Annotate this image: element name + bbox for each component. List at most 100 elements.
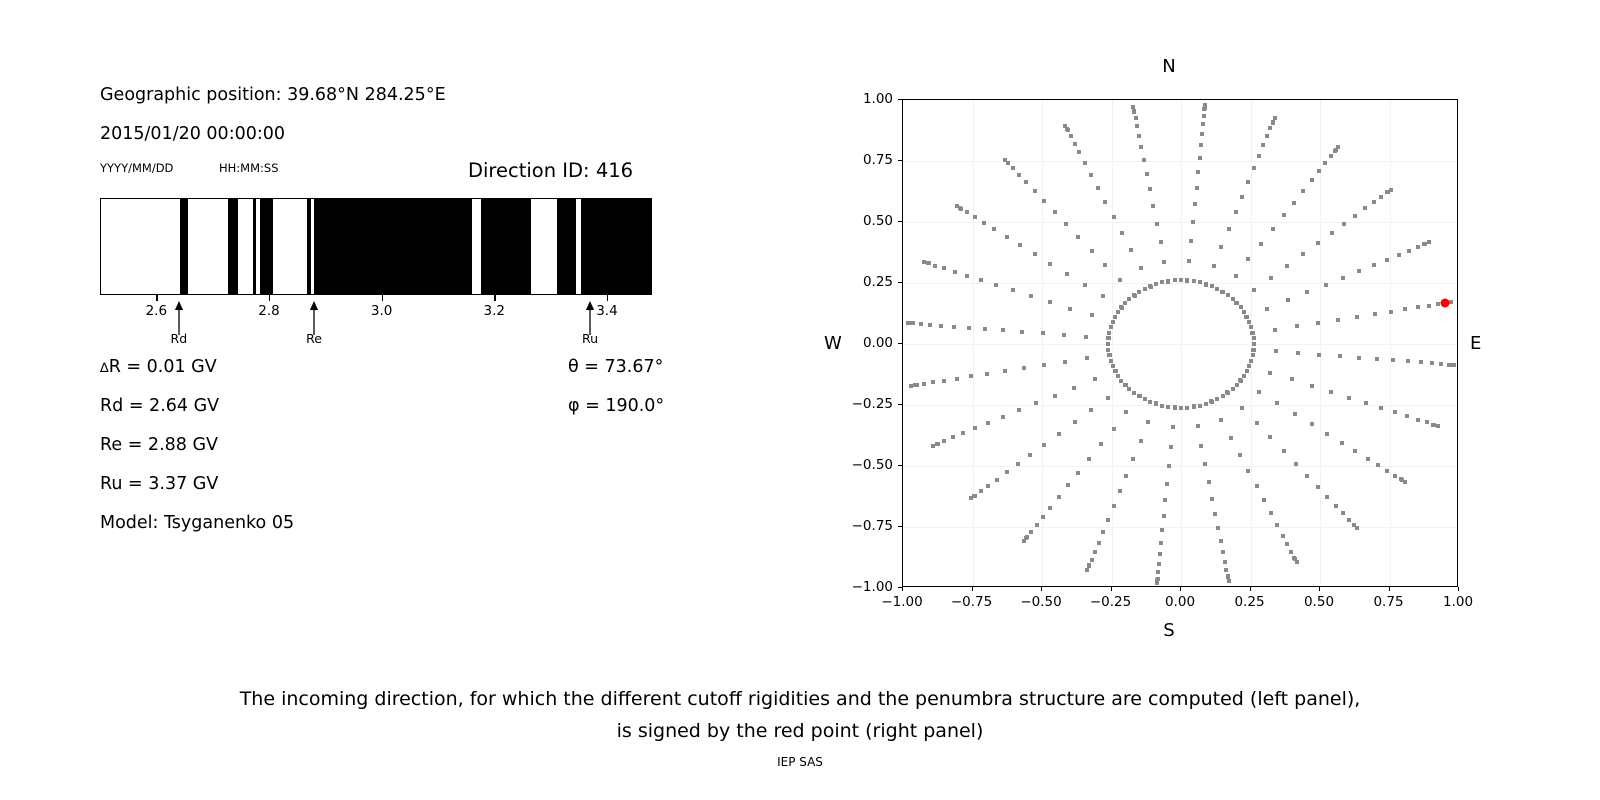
direction-point xyxy=(1157,562,1162,567)
gridline-vertical xyxy=(972,100,974,586)
penumbra-band xyxy=(480,199,532,294)
direction-point xyxy=(1251,336,1256,341)
x-axis-tick xyxy=(1249,587,1251,591)
direction-point xyxy=(1424,420,1429,425)
direction-point xyxy=(1329,231,1334,236)
direction-point xyxy=(921,259,926,264)
direction-point xyxy=(1127,296,1132,301)
direction-point xyxy=(941,378,946,383)
direction-point xyxy=(1246,257,1251,262)
gridline-horizontal xyxy=(903,344,1457,345)
direction-point xyxy=(1304,290,1309,295)
direction-point xyxy=(1160,528,1165,533)
marker-label-re: Re xyxy=(306,331,322,346)
param-delta-r: ∆R = 0.01 GV xyxy=(100,357,217,377)
direction-point xyxy=(1166,279,1171,284)
direction-point xyxy=(1085,356,1090,361)
gridline-vertical xyxy=(1111,100,1113,586)
direction-point xyxy=(1333,148,1338,153)
direction-point xyxy=(1034,401,1039,406)
direction-point xyxy=(1011,166,1016,171)
direction-point xyxy=(1132,108,1137,113)
direction-point xyxy=(1271,119,1276,124)
direction-point xyxy=(1251,342,1256,346)
direction-point xyxy=(1162,259,1167,264)
direction-point xyxy=(952,269,957,274)
penumbra-axis-tick xyxy=(606,295,609,301)
direction-point xyxy=(1017,243,1022,248)
direction-point xyxy=(1301,188,1306,193)
direction-point xyxy=(1429,361,1434,366)
y-axis-tick xyxy=(898,526,902,528)
direction-point xyxy=(1127,387,1132,392)
direction-point xyxy=(1187,258,1192,263)
direction-point xyxy=(1251,288,1256,293)
direction-scatter-plot[interactable] xyxy=(902,99,1458,587)
x-axis-tick-label: −1.00 xyxy=(881,594,923,610)
direction-point xyxy=(1447,362,1452,367)
direction-point xyxy=(1249,358,1254,363)
y-axis-tick-label: −0.25 xyxy=(851,396,893,412)
direction-point xyxy=(1082,282,1087,287)
direction-point xyxy=(1294,559,1299,564)
left-panel: Geographic position: 39.68°N 284.25°E 20… xyxy=(0,0,760,680)
direction-point xyxy=(972,215,977,220)
x-axis-tick-label: 1.00 xyxy=(1442,594,1474,610)
direction-point xyxy=(954,204,959,209)
direction-point xyxy=(1451,362,1456,367)
direction-point xyxy=(1296,350,1301,355)
direction-point xyxy=(1415,417,1420,422)
direction-point xyxy=(1309,383,1314,388)
direction-point xyxy=(1068,134,1073,139)
y-axis-tick-label: −0.75 xyxy=(851,518,893,534)
direction-point xyxy=(1029,529,1034,534)
direction-point xyxy=(972,426,977,431)
x-axis-tick-label: −0.75 xyxy=(950,594,993,610)
gridline-horizontal xyxy=(903,527,1457,528)
caption-line-2: is signed by the red point (right panel) xyxy=(616,719,984,742)
direction-point xyxy=(1110,320,1115,325)
direction-point xyxy=(1340,440,1344,445)
direction-point xyxy=(965,273,970,278)
direction-point xyxy=(1407,248,1412,253)
direction-point xyxy=(1336,317,1341,322)
direction-point xyxy=(1191,279,1196,284)
direction-point xyxy=(1246,468,1251,473)
direction-point xyxy=(1138,438,1143,443)
direction-point xyxy=(1144,172,1149,177)
y-axis-tick xyxy=(898,404,902,406)
direction-point xyxy=(1066,483,1071,488)
direction-point xyxy=(1115,373,1120,378)
direction-point xyxy=(1112,369,1117,374)
penumbra-band xyxy=(557,199,577,294)
compass-label-east: E xyxy=(1470,333,1482,354)
direction-point xyxy=(1323,282,1328,287)
direction-point xyxy=(1371,199,1376,204)
direction-point xyxy=(1213,511,1218,516)
direction-point xyxy=(978,278,983,283)
direction-point xyxy=(1206,479,1211,484)
direction-point xyxy=(939,323,944,328)
direction-point xyxy=(1142,157,1147,162)
direction-point xyxy=(1234,300,1239,305)
direction-point xyxy=(925,261,930,266)
direction-point xyxy=(1220,394,1225,399)
direction-point xyxy=(1405,359,1410,364)
direction-point xyxy=(1374,357,1379,362)
direction-point xyxy=(1124,410,1129,415)
direction-point xyxy=(1352,523,1357,528)
direction-point xyxy=(1245,314,1249,319)
direction-point xyxy=(1115,310,1120,315)
direction-point xyxy=(1137,289,1142,294)
penumbra-axis-tick-label: 3.4 xyxy=(596,303,618,319)
direction-point xyxy=(1108,358,1113,363)
direction-point xyxy=(1179,278,1183,283)
direction-point xyxy=(1106,342,1111,346)
x-axis-tick xyxy=(1110,587,1112,591)
penumbra-axis-tick xyxy=(494,295,496,301)
direction-point xyxy=(1092,377,1097,382)
selected-direction-point[interactable] xyxy=(1440,298,1450,308)
y-axis-tick xyxy=(898,282,902,284)
direction-point xyxy=(1275,401,1280,406)
penumbra-axis-tick-label: 3.2 xyxy=(483,303,506,319)
